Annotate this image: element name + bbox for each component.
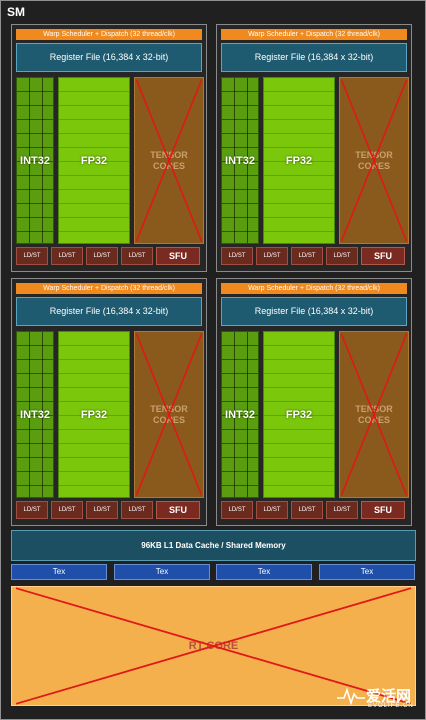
processing-block: Warp Scheduler + Dispatch (32 thread/clk…	[216, 278, 412, 526]
ldst-unit: LD/ST	[221, 501, 253, 519]
tensor-cores-label: TENSOR CORES	[340, 150, 408, 172]
int32-label: INT32	[20, 408, 50, 421]
tex-unit: Tex	[114, 564, 210, 580]
tensor-label-line2: CORES	[357, 160, 390, 171]
fp32-label: FP32	[285, 154, 313, 167]
tex-unit: Tex	[11, 564, 107, 580]
fp32-label: FP32	[80, 154, 108, 167]
fp32-unit: FP32	[263, 331, 335, 498]
tensor-cores-label: TENSOR CORES	[135, 404, 203, 426]
ldst-unit: LD/ST	[86, 501, 118, 519]
fp32-unit: FP32	[263, 77, 335, 244]
watermark: 爱活网 EVOLIFE.CN	[336, 684, 420, 714]
ldst-sfu-row: LD/ST LD/ST LD/ST LD/ST SFU	[221, 247, 407, 265]
sm-title: SM	[7, 5, 25, 19]
int32-label: INT32	[225, 154, 255, 167]
warp-scheduler: Warp Scheduler + Dispatch (32 thread/clk…	[16, 29, 202, 40]
ldst-unit: LD/ST	[86, 247, 118, 265]
cross-mark-icon	[340, 332, 408, 497]
ldst-sfu-row: LD/ST LD/ST LD/ST LD/ST SFU	[16, 247, 202, 265]
tensor-cores-label: TENSOR CORES	[340, 404, 408, 426]
ldst-unit: LD/ST	[121, 501, 153, 519]
sfu-unit: SFU	[156, 247, 200, 265]
ldst-sfu-row: LD/ST LD/ST LD/ST LD/ST SFU	[221, 501, 407, 519]
tex-unit: Tex	[319, 564, 415, 580]
ldst-unit: LD/ST	[51, 501, 83, 519]
sfu-unit: SFU	[361, 501, 405, 519]
int32-label: INT32	[20, 154, 50, 167]
ldst-unit: LD/ST	[121, 247, 153, 265]
cross-mark-icon	[12, 587, 415, 705]
ldst-unit: LD/ST	[221, 247, 253, 265]
tensor-cores: TENSOR CORES	[339, 77, 409, 244]
ldst-unit: LD/ST	[51, 247, 83, 265]
tensor-label-line2: CORES	[152, 160, 185, 171]
processing-block: Warp Scheduler + Dispatch (32 thread/clk…	[11, 278, 207, 526]
fp32-unit: FP32	[58, 77, 130, 244]
int32-unit: INT32	[16, 77, 54, 244]
int32-unit: INT32	[221, 77, 259, 244]
tex-unit: Tex	[216, 564, 312, 580]
tensor-cores: TENSOR CORES	[134, 331, 204, 498]
ldst-unit: LD/ST	[291, 501, 323, 519]
ldst-sfu-row: LD/ST LD/ST LD/ST LD/ST SFU	[16, 501, 202, 519]
tensor-label-line1: TENSOR	[150, 403, 188, 414]
sfu-unit: SFU	[156, 501, 200, 519]
warp-scheduler: Warp Scheduler + Dispatch (32 thread/clk…	[221, 29, 407, 40]
tensor-cores-label: TENSOR CORES	[135, 150, 203, 172]
ldst-unit: LD/ST	[291, 247, 323, 265]
register-file: Register File (16,384 x 32-bit)	[16, 297, 202, 326]
watermark-text: 爱活网	[366, 687, 412, 705]
heartbeat-icon	[337, 687, 365, 706]
processing-block: Warp Scheduler + Dispatch (32 thread/clk…	[216, 24, 412, 272]
tensor-label-line2: CORES	[152, 414, 185, 425]
int32-unit: INT32	[221, 331, 259, 498]
tensor-label-line1: TENSOR	[355, 403, 393, 414]
cross-mark-icon	[135, 332, 203, 497]
fp32-unit: FP32	[58, 331, 130, 498]
watermark-subtext: EVOLIFE.CN	[368, 703, 414, 709]
register-file: Register File (16,384 x 32-bit)	[16, 43, 202, 72]
cross-mark-icon	[340, 78, 408, 243]
tensor-cores: TENSOR CORES	[339, 331, 409, 498]
int32-unit: INT32	[16, 331, 54, 498]
warp-scheduler: Warp Scheduler + Dispatch (32 thread/clk…	[221, 283, 407, 294]
ldst-unit: LD/ST	[256, 501, 288, 519]
tensor-label-line1: TENSOR	[355, 149, 393, 160]
fp32-label: FP32	[80, 408, 108, 421]
tensor-cores: TENSOR CORES	[134, 77, 204, 244]
register-file: Register File (16,384 x 32-bit)	[221, 43, 407, 72]
ldst-unit: LD/ST	[16, 247, 48, 265]
fp32-label: FP32	[285, 408, 313, 421]
int32-label: INT32	[225, 408, 255, 421]
warp-scheduler: Warp Scheduler + Dispatch (32 thread/clk…	[16, 283, 202, 294]
tensor-label-line1: TENSOR	[150, 149, 188, 160]
processing-block: Warp Scheduler + Dispatch (32 thread/clk…	[11, 24, 207, 272]
l1-data-cache: 96KB L1 Data Cache / Shared Memory	[11, 530, 416, 561]
ldst-unit: LD/ST	[326, 247, 358, 265]
tensor-label-line2: CORES	[357, 414, 390, 425]
sfu-unit: SFU	[361, 247, 405, 265]
ldst-unit: LD/ST	[256, 247, 288, 265]
rt-core: RT CORE	[11, 586, 416, 706]
ldst-unit: LD/ST	[326, 501, 358, 519]
ldst-unit: LD/ST	[16, 501, 48, 519]
register-file: Register File (16,384 x 32-bit)	[221, 297, 407, 326]
cross-mark-icon	[135, 78, 203, 243]
